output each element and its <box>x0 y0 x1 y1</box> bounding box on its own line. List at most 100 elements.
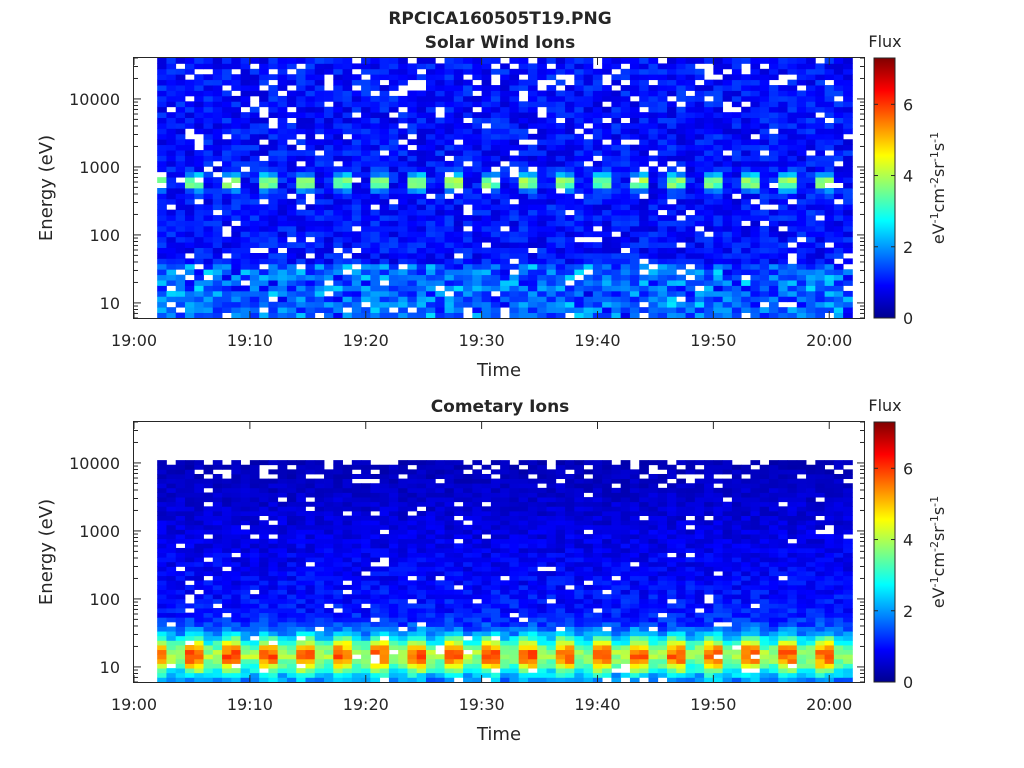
heatmap-cell <box>286 515 297 521</box>
heatmap-cell <box>157 524 167 530</box>
heatmap-cell <box>388 524 399 530</box>
heatmap-cell <box>722 171 733 178</box>
heatmap-cell <box>527 301 538 308</box>
heatmap-cell <box>796 144 807 151</box>
heatmap-cell <box>222 144 232 151</box>
heatmap-cell <box>296 101 306 108</box>
heatmap-cell <box>444 547 455 553</box>
heatmap-cell <box>268 231 279 238</box>
heatmap-cell <box>277 460 288 466</box>
heatmap-cell <box>472 171 483 178</box>
heatmap-cell <box>370 515 381 521</box>
heatmap-cell <box>407 160 418 167</box>
heatmap-cell <box>184 171 195 178</box>
heatmap-cell <box>620 274 631 281</box>
heatmap-cell <box>481 672 492 678</box>
heatmap-cell <box>657 144 668 151</box>
heatmap-cell <box>314 90 325 97</box>
heatmap-cell <box>648 204 659 211</box>
heatmap-cell <box>518 290 529 297</box>
heatmap-cell <box>750 204 761 211</box>
heatmap-cell <box>463 150 473 156</box>
heatmap-cell <box>388 242 399 248</box>
heatmap-cell <box>259 231 269 238</box>
heatmap-cell <box>222 220 232 227</box>
heatmap-cell <box>824 285 835 292</box>
heatmap-cell <box>286 529 297 535</box>
heatmap-cell <box>361 171 371 178</box>
heatmap-cell <box>518 263 529 270</box>
heatmap-cell <box>500 231 510 238</box>
heatmap-cell <box>796 101 807 108</box>
heatmap-cell <box>259 506 269 512</box>
heatmap-cell <box>157 155 167 162</box>
heatmap-cell <box>398 515 408 521</box>
heatmap-cell <box>324 215 334 221</box>
heatmap-cell <box>240 247 251 254</box>
heatmap-cell <box>806 139 816 146</box>
heatmap-cell <box>759 128 770 135</box>
heatmap-cell <box>815 274 825 281</box>
heatmap-cell <box>416 515 427 521</box>
heatmap-cell <box>731 188 742 194</box>
heatmap-cell <box>490 258 501 265</box>
heatmap-cell <box>286 608 297 614</box>
heatmap-cell <box>175 188 186 194</box>
heatmap-cell <box>203 617 214 623</box>
heatmap-cell <box>203 497 214 503</box>
heatmap-cell <box>249 492 260 498</box>
heatmap-cell <box>296 640 306 646</box>
heatmap-cell <box>416 645 427 651</box>
heatmap-cell <box>657 253 668 259</box>
heatmap-cell <box>361 483 371 489</box>
heatmap-cell <box>629 79 640 86</box>
heatmap-cell <box>184 645 195 651</box>
heatmap-cell <box>166 668 177 674</box>
heatmap-cell <box>268 280 279 286</box>
heatmap-cell <box>722 198 733 205</box>
heatmap-cell <box>305 603 316 609</box>
heatmap-cell <box>463 654 473 660</box>
heatmap-cell <box>602 280 612 286</box>
heatmap-cell <box>212 177 223 183</box>
heatmap-cell <box>305 177 316 183</box>
heatmap-cell <box>370 575 381 581</box>
heatmap-cell <box>768 117 779 124</box>
heatmap-cell <box>231 74 241 81</box>
heatmap-cell <box>472 258 483 265</box>
heatmap-cell <box>184 552 195 558</box>
heatmap-cell <box>203 85 214 91</box>
heatmap-cell <box>444 117 455 124</box>
heatmap-cell <box>351 617 362 623</box>
heatmap-cell <box>843 269 853 276</box>
heatmap-cell <box>305 68 316 75</box>
heatmap-cell <box>676 274 686 281</box>
heatmap-cell <box>203 209 214 216</box>
heatmap-cell <box>314 529 325 535</box>
heatmap-cell <box>546 144 557 151</box>
heatmap-cell <box>426 139 436 146</box>
heatmap-cell <box>583 307 594 313</box>
heatmap-cell <box>268 612 279 618</box>
heatmap-cell <box>342 520 353 526</box>
heatmap-cell <box>296 631 306 637</box>
heatmap-cell <box>286 58 297 64</box>
heatmap-cell <box>750 171 761 178</box>
heatmap-cell <box>416 171 427 178</box>
heatmap-cell <box>555 144 566 151</box>
heatmap-cell <box>333 575 343 581</box>
heatmap-cell <box>157 301 167 308</box>
heatmap-cell <box>379 312 390 319</box>
heatmap-cell <box>194 160 204 167</box>
heatmap-cell <box>481 626 492 632</box>
heatmap-cell <box>629 258 640 265</box>
heatmap-cell <box>435 589 445 595</box>
heatmap-cell <box>685 101 696 108</box>
heatmap-cell <box>398 598 408 604</box>
heatmap-cell <box>203 74 214 81</box>
heatmap-cell <box>305 74 316 81</box>
heatmap-cell <box>305 117 316 124</box>
heatmap-cell <box>500 106 510 113</box>
heatmap-cell <box>305 654 316 660</box>
heatmap-cell <box>398 501 408 507</box>
